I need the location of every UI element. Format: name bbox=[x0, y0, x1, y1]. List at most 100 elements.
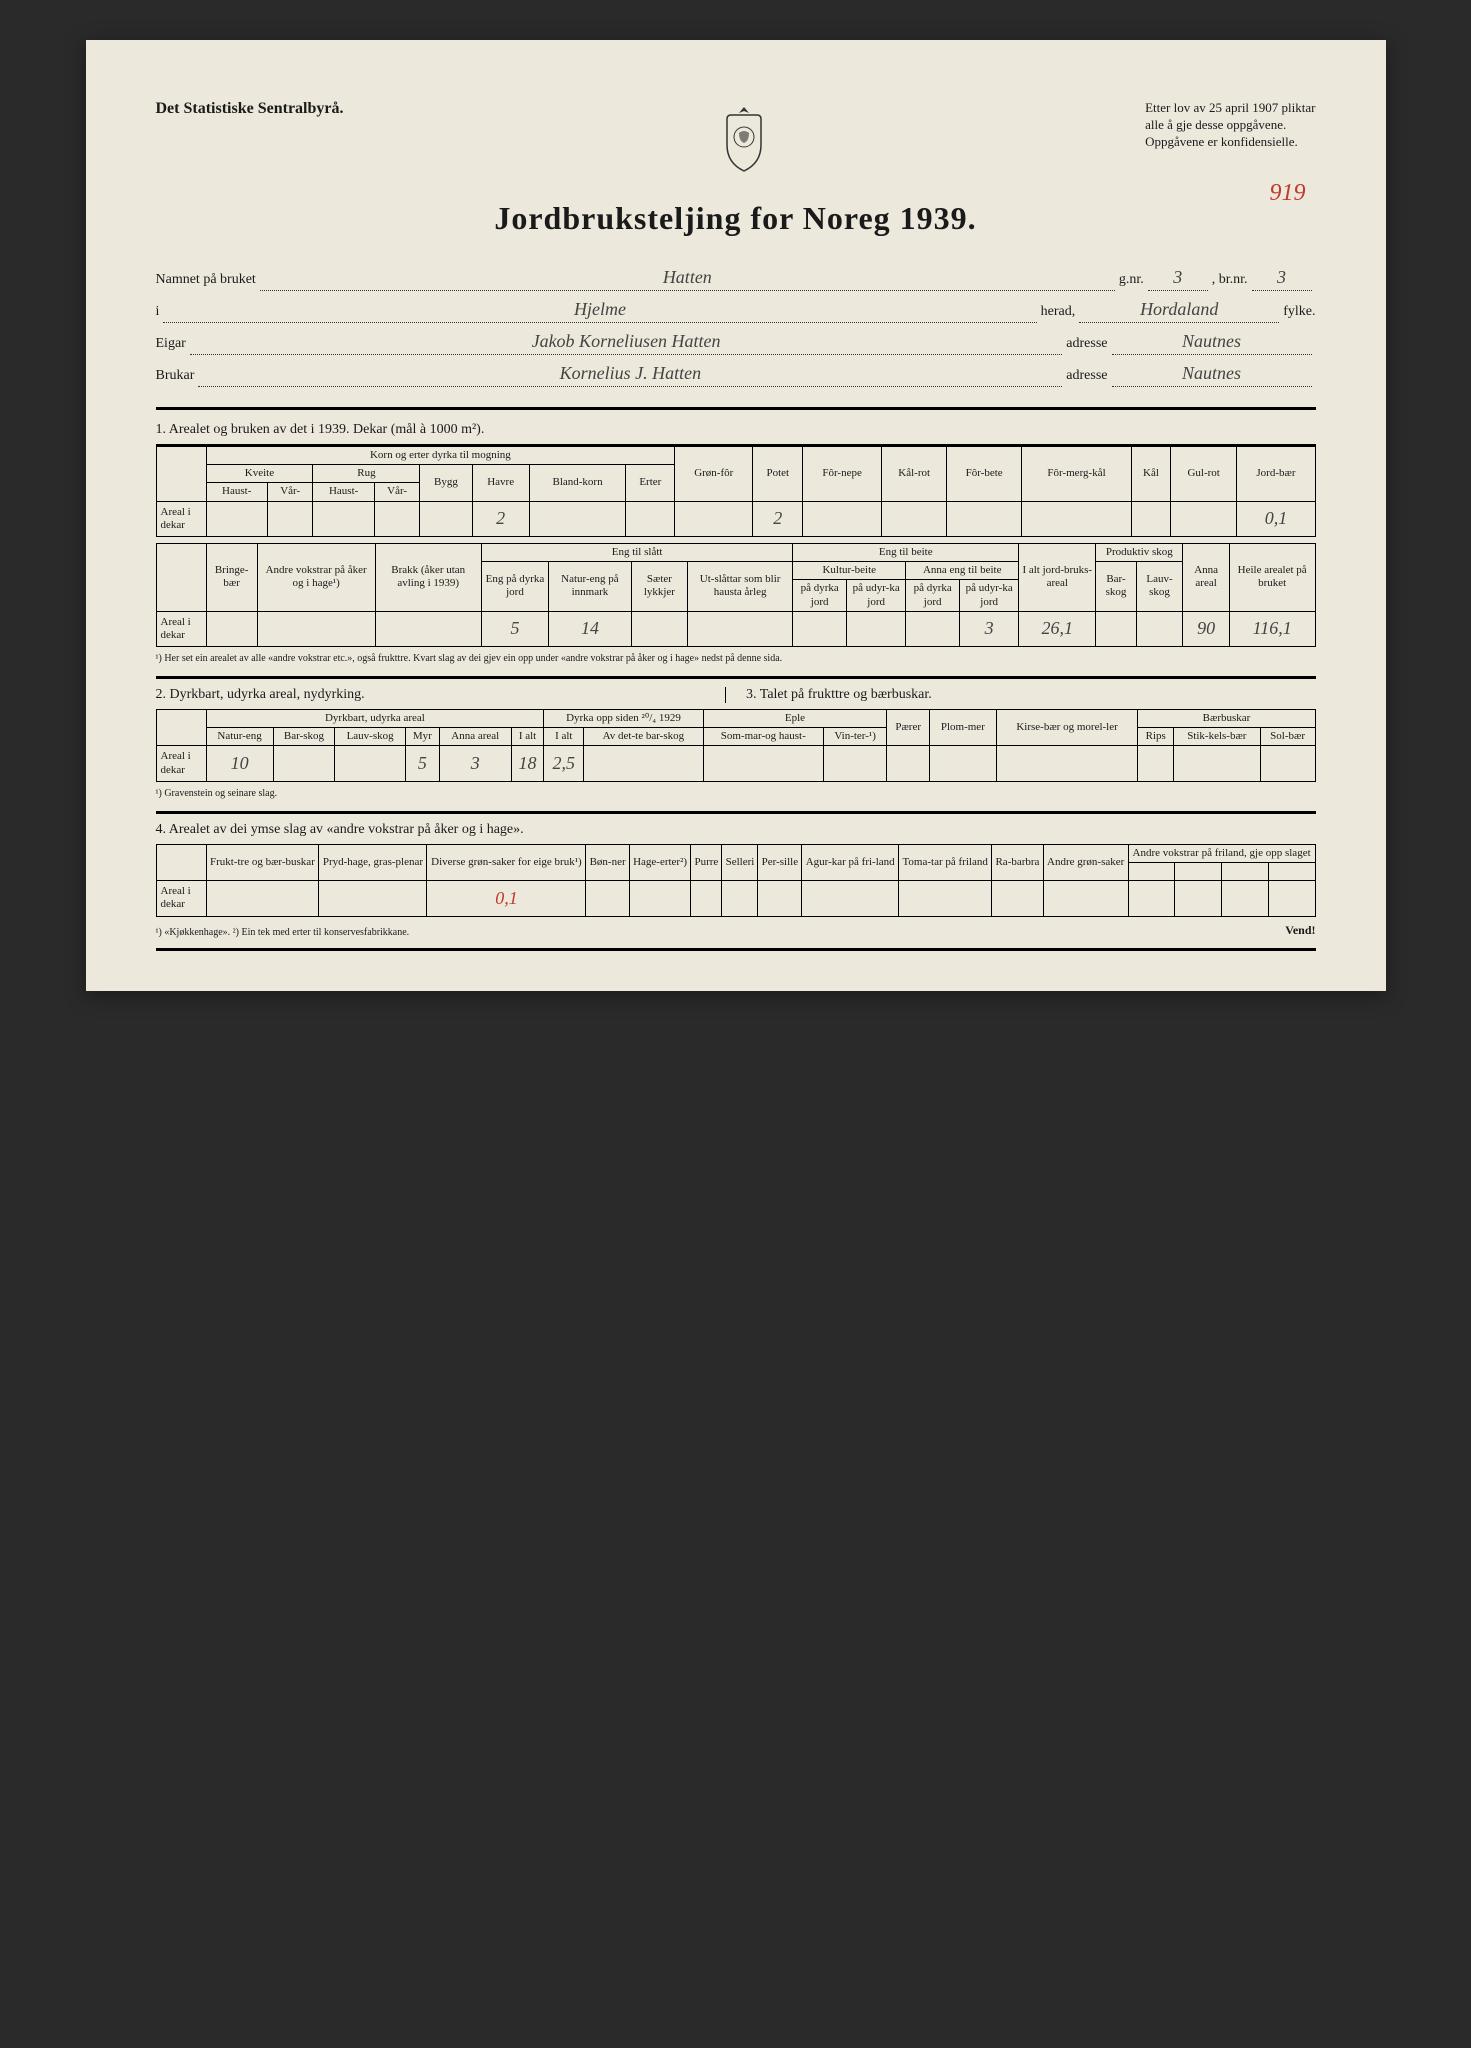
col-sommar: Som-mar-og haust- bbox=[703, 728, 823, 746]
col-rabarbra: Ra-barbra bbox=[992, 844, 1043, 880]
col-frukt: Frukt-tre og bær-buskar bbox=[206, 844, 319, 880]
section-1-head: 1. Arealet og bruken av det i 1939. Deka… bbox=[156, 422, 1316, 438]
col-tomatar: Toma-tar på friland bbox=[899, 844, 992, 880]
label-namnet: Namnet på bruket bbox=[156, 272, 256, 288]
val-d-ialt: 18 bbox=[511, 746, 544, 781]
row-label-23: Areal i dekar bbox=[156, 746, 206, 781]
val-natureng: 14 bbox=[549, 611, 632, 646]
col-anna-areal: Anna areal bbox=[1183, 543, 1229, 611]
label-herad: herad, bbox=[1041, 304, 1076, 320]
col-plommer: Plom-mer bbox=[930, 710, 997, 746]
col-utslattar: Ut-slåttar som blir hausta årleg bbox=[688, 562, 793, 612]
label-adresse-1: adresse bbox=[1066, 336, 1107, 352]
coat-of-arms bbox=[714, 100, 774, 180]
val-d-anna: 3 bbox=[439, 746, 511, 781]
col-kirse: Kirse-bær og morel-ler bbox=[996, 710, 1138, 746]
col-dyrka-opp: Dyrka opp siden ²⁰/₄ 1929 bbox=[544, 710, 703, 728]
col-bonner: Bøn-ner bbox=[586, 844, 629, 880]
col-eple: Eple bbox=[703, 710, 887, 728]
col-hageerter: Hage-erter²) bbox=[629, 844, 691, 880]
col-rips: Rips bbox=[1138, 728, 1174, 746]
col-bygg: Bygg bbox=[420, 465, 472, 501]
col-d-anna: Anna areal bbox=[439, 728, 511, 746]
col-andre-vokstrar: Andre vokstrar på åker og i hage¹) bbox=[257, 543, 375, 611]
col-prod-skog: Produktiv skog bbox=[1096, 543, 1183, 561]
val-havre: 2 bbox=[472, 501, 529, 536]
col-formerg: Fôr-merg-kål bbox=[1021, 446, 1131, 502]
col-d-lauvskog: Lauv-skog bbox=[335, 728, 406, 746]
val-eng-dyrka: 5 bbox=[481, 611, 548, 646]
col-kal: Kål bbox=[1132, 446, 1171, 502]
col-d-ialt: I alt bbox=[511, 728, 544, 746]
field-eigar: Jakob Korneliusen Hatten bbox=[190, 331, 1062, 355]
field-fylke: Hordaland bbox=[1079, 299, 1279, 323]
col-bringe: Bringe-bær bbox=[206, 543, 257, 611]
label-brukar: Brukar bbox=[156, 368, 195, 384]
table-23: Dyrkbart, udyrka areal Dyrka opp siden ²… bbox=[156, 709, 1316, 782]
col-fornepe: Fôr-nepe bbox=[803, 446, 882, 502]
col-diverse: Diverse grøn-saker for eige bruk¹) bbox=[427, 844, 586, 880]
law-line-2: alle å gje desse oppgåvene. bbox=[1145, 117, 1315, 134]
field-brnr: 3 bbox=[1252, 267, 1312, 291]
col-eng-slatt: Eng til slått bbox=[481, 543, 792, 561]
col-gronfor: Grøn-fôr bbox=[675, 446, 753, 502]
val-anna-areal: 90 bbox=[1183, 611, 1229, 646]
col-erter: Erter bbox=[626, 465, 675, 501]
col-potet: Potet bbox=[753, 446, 803, 502]
col-d-myr: Myr bbox=[405, 728, 439, 746]
val-jordbaer: 0,1 bbox=[1237, 501, 1315, 536]
label-adresse-2: adresse bbox=[1066, 368, 1107, 384]
col-baerbuskar: Bærbuskar bbox=[1138, 710, 1315, 728]
val-d-myr: 5 bbox=[405, 746, 439, 781]
col-andre-gron: Andre grøn-saker bbox=[1043, 844, 1128, 880]
col-fri-2 bbox=[1175, 863, 1222, 881]
val-potet: 2 bbox=[753, 501, 803, 536]
val-anna-udyrka: 3 bbox=[960, 611, 1019, 646]
col-purre: Purre bbox=[691, 844, 722, 880]
row-label-4: Areal i dekar bbox=[156, 881, 206, 916]
col-saeter: Sæter lykkjer bbox=[631, 562, 687, 612]
field-brukar: Kornelius J. Hatten bbox=[198, 363, 1062, 387]
section-23-head: 2. Dyrkbart, udyrka areal, nydyrking. 3.… bbox=[156, 676, 1316, 703]
label-fylke: fylke. bbox=[1283, 304, 1315, 320]
col-brakk: Brakk (åker utan avling i 1939) bbox=[375, 543, 481, 611]
law-line-3: Oppgåvene er konfidensielle. bbox=[1145, 134, 1315, 151]
val-d-natureng: 10 bbox=[206, 746, 273, 781]
law-line-1: Etter lov av 25 april 1907 pliktar bbox=[1145, 100, 1315, 117]
col-paerer: Pærer bbox=[887, 710, 930, 746]
col-anna-beite: Anna eng til beite bbox=[906, 562, 1019, 580]
val-do-ialt: 2,5 bbox=[544, 746, 584, 781]
col-ab-udyrka: på udyr-ka jord bbox=[960, 580, 1019, 611]
col-fri-3 bbox=[1222, 863, 1269, 881]
label-gnr: g.nr. bbox=[1119, 272, 1144, 288]
col-havre: Havre bbox=[472, 465, 529, 501]
census-form-page: Det Statistiske Sentralbyrå. Etter lov a… bbox=[86, 40, 1386, 991]
field-sted: Hjelme bbox=[163, 299, 1036, 323]
val-ialt: 26,1 bbox=[1019, 611, 1096, 646]
col-kb-dyrka: på dyrka jord bbox=[793, 580, 847, 611]
col-jordbaer: Jord-bær bbox=[1237, 446, 1315, 502]
col-rug-var: Vår- bbox=[374, 483, 420, 501]
col-korn: Korn og erter dyrka til mogning bbox=[206, 446, 675, 465]
col-persille: Per-sille bbox=[758, 844, 802, 880]
label-i: i bbox=[156, 304, 160, 320]
col-eng-beite: Eng til beite bbox=[793, 543, 1019, 561]
section-3-head: 3. Talet på frukttre og bærbuskar. bbox=[725, 687, 1316, 703]
footnote-23: ¹) Gravenstein og seinare slag. bbox=[156, 788, 1316, 799]
footnote-4: ¹) «Kjøkkenhage». ²) Ein tek med erter t… bbox=[156, 927, 410, 938]
form-title: Jordbruksteljing for Noreg 1939. bbox=[156, 200, 1316, 237]
field-bruket: Hatten bbox=[260, 267, 1115, 291]
col-eng-dyrka: Eng på dyrka jord bbox=[481, 562, 548, 612]
field-brukar-adr: Nautnes bbox=[1112, 363, 1312, 387]
field-eigar-adr: Nautnes bbox=[1112, 331, 1312, 355]
footnote-1: ¹) Her set ein arealet av alle «andre vo… bbox=[156, 653, 1316, 664]
col-rug: Rug bbox=[313, 465, 420, 483]
col-do-ialt: I alt bbox=[544, 728, 584, 746]
law-notice: Etter lov av 25 april 1907 pliktar alle … bbox=[1145, 100, 1315, 151]
col-gulrot: Gul-rot bbox=[1170, 446, 1237, 502]
bureau-name: Det Statistiske Sentralbyrå. bbox=[156, 100, 344, 118]
field-gnr: 3 bbox=[1148, 267, 1208, 291]
section-2-head: 2. Dyrkbart, udyrka areal, nydyrking. bbox=[156, 687, 726, 703]
col-vinter: Vin-ter-¹) bbox=[823, 728, 886, 746]
page-number: 919 bbox=[1270, 180, 1306, 207]
